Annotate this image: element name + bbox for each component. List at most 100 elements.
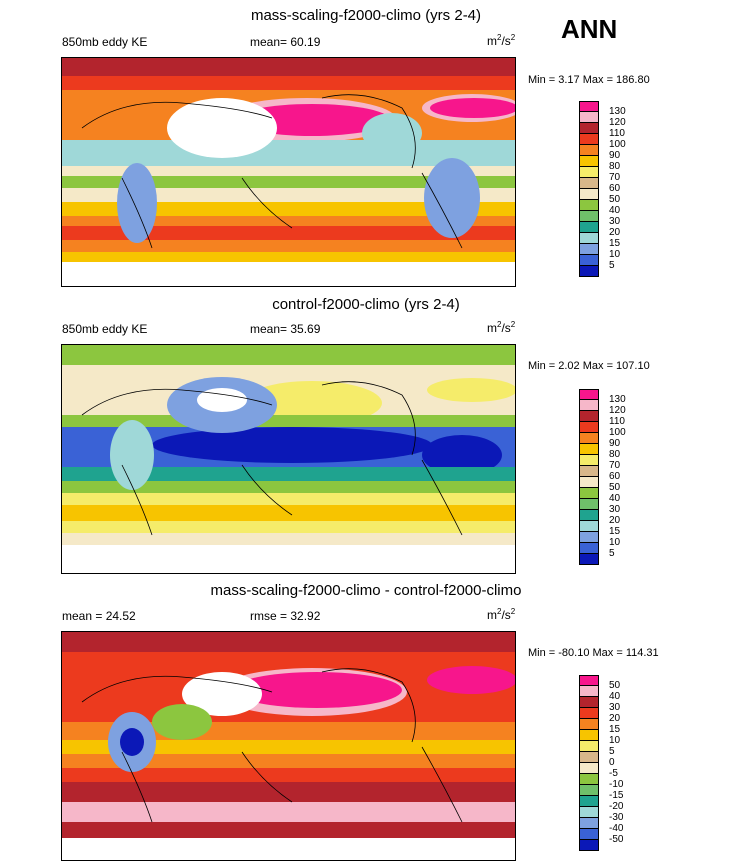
colorbar-level-label: 5 <box>609 260 615 271</box>
colorbar-level-label: 50 <box>609 194 621 205</box>
colorbar-swatch <box>579 554 599 565</box>
panel-1-variable-label: 850mb eddy KE <box>62 35 148 49</box>
colorbar-swatch <box>579 167 599 178</box>
colorbar-level-label: 10 <box>609 249 621 260</box>
colorbar-level-label: -40 <box>609 823 624 834</box>
colorbar-level-label: 120 <box>609 117 626 128</box>
panel-1-contour-field <box>62 58 515 286</box>
panel-1-map <box>61 57 516 287</box>
panel-2-title: control-f2000-climo (yrs 2-4) <box>272 296 460 313</box>
colorbar-swatch <box>579 255 599 266</box>
colorbar-level-label: 80 <box>609 161 621 172</box>
colorbar-swatch <box>579 455 599 466</box>
colorbar-swatch <box>579 697 599 708</box>
panel-1-units: m2/s2 <box>487 33 516 48</box>
colorbar-level-label: -20 <box>609 801 624 812</box>
panel-3-contour-field <box>62 632 515 860</box>
colorbar-swatch <box>579 818 599 829</box>
colorbar-swatch <box>579 708 599 719</box>
colorbar-level-label: 60 <box>609 183 621 194</box>
panel-1-mean-label: mean= 60.19 <box>250 35 321 49</box>
panel-2-map <box>61 344 516 574</box>
colorbar-level-label: 110 <box>609 128 625 139</box>
colorbar-swatch <box>579 499 599 510</box>
colorbar-swatch <box>579 211 599 222</box>
colorbar-swatch <box>579 444 599 455</box>
colorbar-level-label: 15 <box>609 526 621 537</box>
colorbar-swatch <box>579 730 599 741</box>
colorbar-level-label: 10 <box>609 537 621 548</box>
panel-3-mean-label: mean = 24.52 <box>62 609 136 623</box>
colorbar-level-label: 30 <box>609 702 621 713</box>
colorbar-swatch <box>579 233 599 244</box>
colorbar-level-label: 30 <box>609 216 621 227</box>
colorbar-swatch <box>579 774 599 785</box>
colorbar-swatch <box>579 389 599 400</box>
colorbar-swatch <box>579 488 599 499</box>
colorbar-swatch <box>579 101 599 112</box>
colorbar-swatch <box>579 411 599 422</box>
colorbar-swatch <box>579 675 599 686</box>
colorbar-swatch <box>579 466 599 477</box>
colorbar-level-label: 110 <box>609 416 625 427</box>
colorbar-swatch <box>579 741 599 752</box>
panel-2-colorbar <box>579 389 599 565</box>
colorbar-level-label: 90 <box>609 438 621 449</box>
colorbar-level-label: 60 <box>609 471 621 482</box>
panel-3-map <box>61 631 516 861</box>
colorbar-level-label: 20 <box>609 515 621 526</box>
colorbar-level-label: 40 <box>609 205 621 216</box>
colorbar-level-label: 40 <box>609 691 621 702</box>
colorbar-level-label: 15 <box>609 238 621 249</box>
colorbar-swatch <box>579 134 599 145</box>
panel-2-minmax: Min = 2.02 Max = 107.10 <box>528 360 650 372</box>
colorbar-swatch <box>579 400 599 411</box>
colorbar-swatch <box>579 123 599 134</box>
panel-1-colorbar <box>579 101 599 277</box>
colorbar-swatch <box>579 807 599 818</box>
colorbar-level-label: 100 <box>609 139 626 150</box>
panel-3-minmax: Min = -80.10 Max = 114.31 <box>528 647 659 659</box>
panel-2-variable-label: 850mb eddy KE <box>62 322 148 336</box>
colorbar-swatch <box>579 543 599 554</box>
colorbar-swatch <box>579 422 599 433</box>
colorbar-swatch <box>579 200 599 211</box>
colorbar-level-label: -5 <box>609 768 618 779</box>
colorbar-swatch <box>579 510 599 521</box>
colorbar-swatch <box>579 266 599 277</box>
colorbar-level-label: -10 <box>609 779 624 790</box>
colorbar-swatch <box>579 189 599 200</box>
colorbar-swatch <box>579 112 599 123</box>
panel-3-rmse-label: rmse = 32.92 <box>250 609 321 623</box>
colorbar-level-label: 90 <box>609 150 621 161</box>
colorbar-level-label: 70 <box>609 460 621 471</box>
colorbar-swatch <box>579 156 599 167</box>
colorbar-level-label: -15 <box>609 790 624 801</box>
colorbar-swatch <box>579 244 599 255</box>
colorbar-swatch <box>579 222 599 233</box>
colorbar-swatch <box>579 785 599 796</box>
colorbar-level-label: 130 <box>609 394 626 405</box>
colorbar-level-label: 70 <box>609 172 621 183</box>
colorbar-level-label: 40 <box>609 493 621 504</box>
colorbar-swatch <box>579 178 599 189</box>
colorbar-level-label: 0 <box>609 757 615 768</box>
colorbar-swatch <box>579 532 599 543</box>
colorbar-level-label: 100 <box>609 427 626 438</box>
panel-1-minmax: Min = 3.17 Max = 186.80 <box>528 74 650 86</box>
colorbar-level-label: -30 <box>609 812 624 823</box>
colorbar-level-label: 20 <box>609 227 621 238</box>
colorbar-level-label: 50 <box>609 482 621 493</box>
colorbar-swatch <box>579 840 599 851</box>
colorbar-level-label: 10 <box>609 735 621 746</box>
colorbar-level-label: -50 <box>609 834 624 845</box>
colorbar-level-label: 30 <box>609 504 621 515</box>
colorbar-level-label: 15 <box>609 724 621 735</box>
panel-3-units: m2/s2 <box>487 607 516 622</box>
panel-2-contour-field <box>62 345 515 573</box>
colorbar-level-label: 120 <box>609 405 626 416</box>
colorbar-swatch <box>579 829 599 840</box>
panel-3-colorbar <box>579 675 599 851</box>
panel-3-title: mass-scaling-f2000-climo - control-f2000… <box>210 582 522 599</box>
colorbar-swatch <box>579 145 599 156</box>
